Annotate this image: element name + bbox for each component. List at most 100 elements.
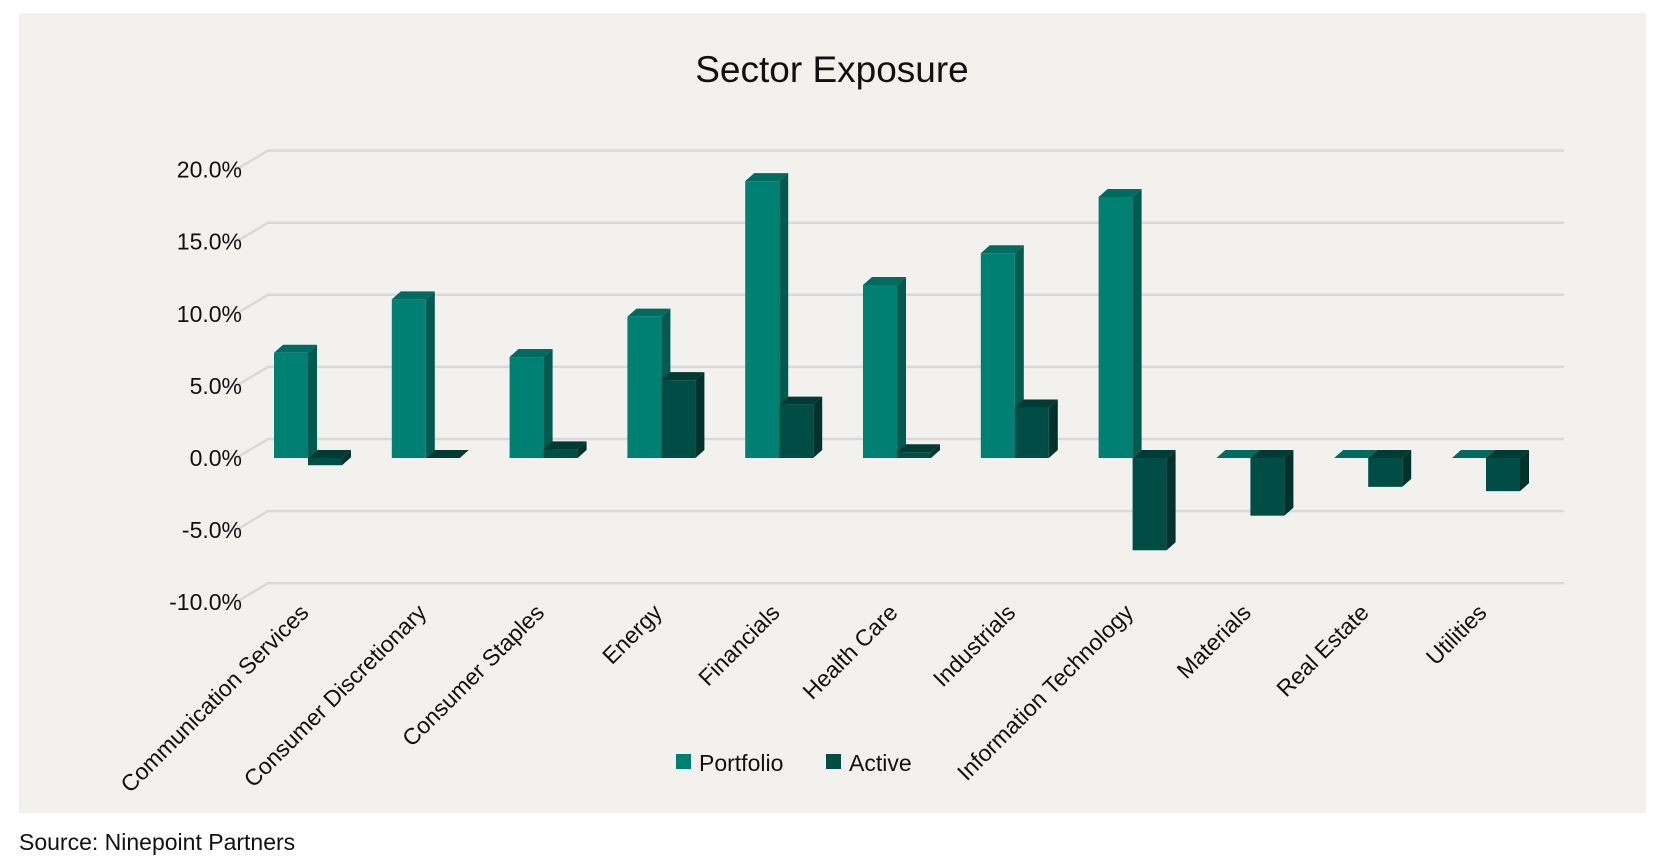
legend-label-active: Active [849, 750, 912, 776]
bar-front [543, 449, 578, 458]
y-tick-label: 5.0% [190, 373, 242, 399]
bar-front [1014, 407, 1049, 458]
bar-top [1368, 450, 1412, 458]
bar-side [342, 450, 351, 466]
bar-front [274, 352, 308, 458]
legend-label-portfolio: Portfolio [699, 750, 783, 776]
bar-side [1284, 450, 1294, 516]
bar-portfolio [391, 291, 435, 458]
bar-top [1014, 399, 1058, 408]
bar-top [308, 450, 351, 458]
bar-side [931, 444, 940, 458]
gridline [235, 149, 1564, 171]
source-note: Source: Ninepoint Partners [19, 829, 296, 855]
bar-side [695, 372, 705, 458]
y-tick-label: 10.0% [177, 301, 242, 327]
bar-side [308, 344, 317, 458]
bar-front [308, 458, 342, 466]
bar-top [543, 441, 587, 450]
bar-active [1014, 399, 1058, 458]
bar-side [1048, 399, 1058, 458]
bar-front [863, 284, 897, 458]
bar-active [661, 372, 705, 458]
bar-top [1486, 450, 1529, 458]
gridline [235, 581, 1564, 604]
y-tick-label: 20.0% [177, 157, 242, 183]
bar-active [1486, 450, 1529, 492]
bar-front [897, 452, 931, 458]
bar-front [1132, 458, 1167, 551]
bar-portfolio [274, 344, 317, 458]
bar-side [779, 173, 789, 459]
bar-side [897, 276, 906, 458]
bar-active [1368, 450, 1412, 487]
x-tick-label: Communication Services [115, 599, 313, 797]
bar-active [1132, 450, 1176, 551]
x-tick-label: Materials [1172, 599, 1256, 683]
bar-side [813, 396, 823, 458]
bar-portfolio [1098, 188, 1142, 459]
y-tick-label: 15.0% [177, 229, 242, 255]
bar-top [1334, 450, 1378, 458]
y-tick-label: -5.0% [182, 517, 242, 543]
x-tick-label: Real Estate [1271, 599, 1373, 701]
bar-portfolio [1452, 450, 1495, 458]
bar-portfolio [745, 173, 789, 459]
bar-top [1250, 450, 1294, 458]
legend-swatch-portfolio [676, 754, 691, 769]
bar-portfolio [1334, 450, 1378, 458]
bar-active [543, 441, 587, 458]
bar-front [1098, 196, 1133, 459]
bar-top [745, 173, 789, 182]
bar-portfolio [509, 349, 553, 458]
bar-side [1166, 450, 1176, 551]
bar-front [627, 316, 662, 458]
bar-front [779, 404, 814, 458]
bar-side [1132, 188, 1142, 459]
bar-top [1216, 450, 1260, 458]
legend-swatch-active [826, 754, 841, 769]
bar-front [745, 181, 780, 459]
bar-side [1402, 450, 1412, 487]
bar-top [661, 372, 705, 381]
chart-title: Sector Exposure [695, 49, 969, 90]
bar-top [779, 396, 823, 405]
bar-active [425, 450, 469, 458]
bar-top [509, 349, 553, 358]
bar-portfolio [1216, 450, 1260, 458]
bar-front [509, 357, 544, 458]
y-tick-label: 0.0% [190, 445, 242, 471]
bar-top [425, 450, 469, 458]
bar-side [1520, 450, 1529, 492]
x-tick-label: Utilities [1421, 599, 1492, 670]
x-tick-label: Energy [597, 599, 667, 669]
x-tick-label: Health Care [797, 599, 902, 704]
bar-top [274, 344, 317, 353]
bar-front [391, 299, 426, 458]
bar-active [897, 444, 940, 458]
bar-top [1132, 450, 1176, 458]
x-tick-label: Financials [693, 599, 785, 691]
bar-front [980, 253, 1015, 458]
bar-front [1486, 458, 1520, 492]
gridline [235, 221, 1564, 243]
bar-active [1250, 450, 1294, 516]
bar-active [308, 450, 351, 466]
bar-active [779, 396, 823, 458]
x-tick-label: Industrials [928, 599, 1021, 692]
bar-portfolio [980, 245, 1024, 458]
bar-top [1452, 450, 1495, 458]
bar-side [577, 441, 587, 458]
bar-portfolio [863, 276, 906, 458]
bar-top [980, 245, 1024, 254]
bar-front [1250, 458, 1285, 516]
bar-top [391, 291, 435, 300]
bar-side [543, 349, 553, 458]
bar-top [897, 444, 940, 453]
bar-top [863, 276, 906, 285]
bar-top [627, 308, 671, 317]
bar-front [661, 380, 696, 458]
y-tick-label: -10.0% [169, 589, 242, 615]
bar-side [425, 291, 435, 458]
